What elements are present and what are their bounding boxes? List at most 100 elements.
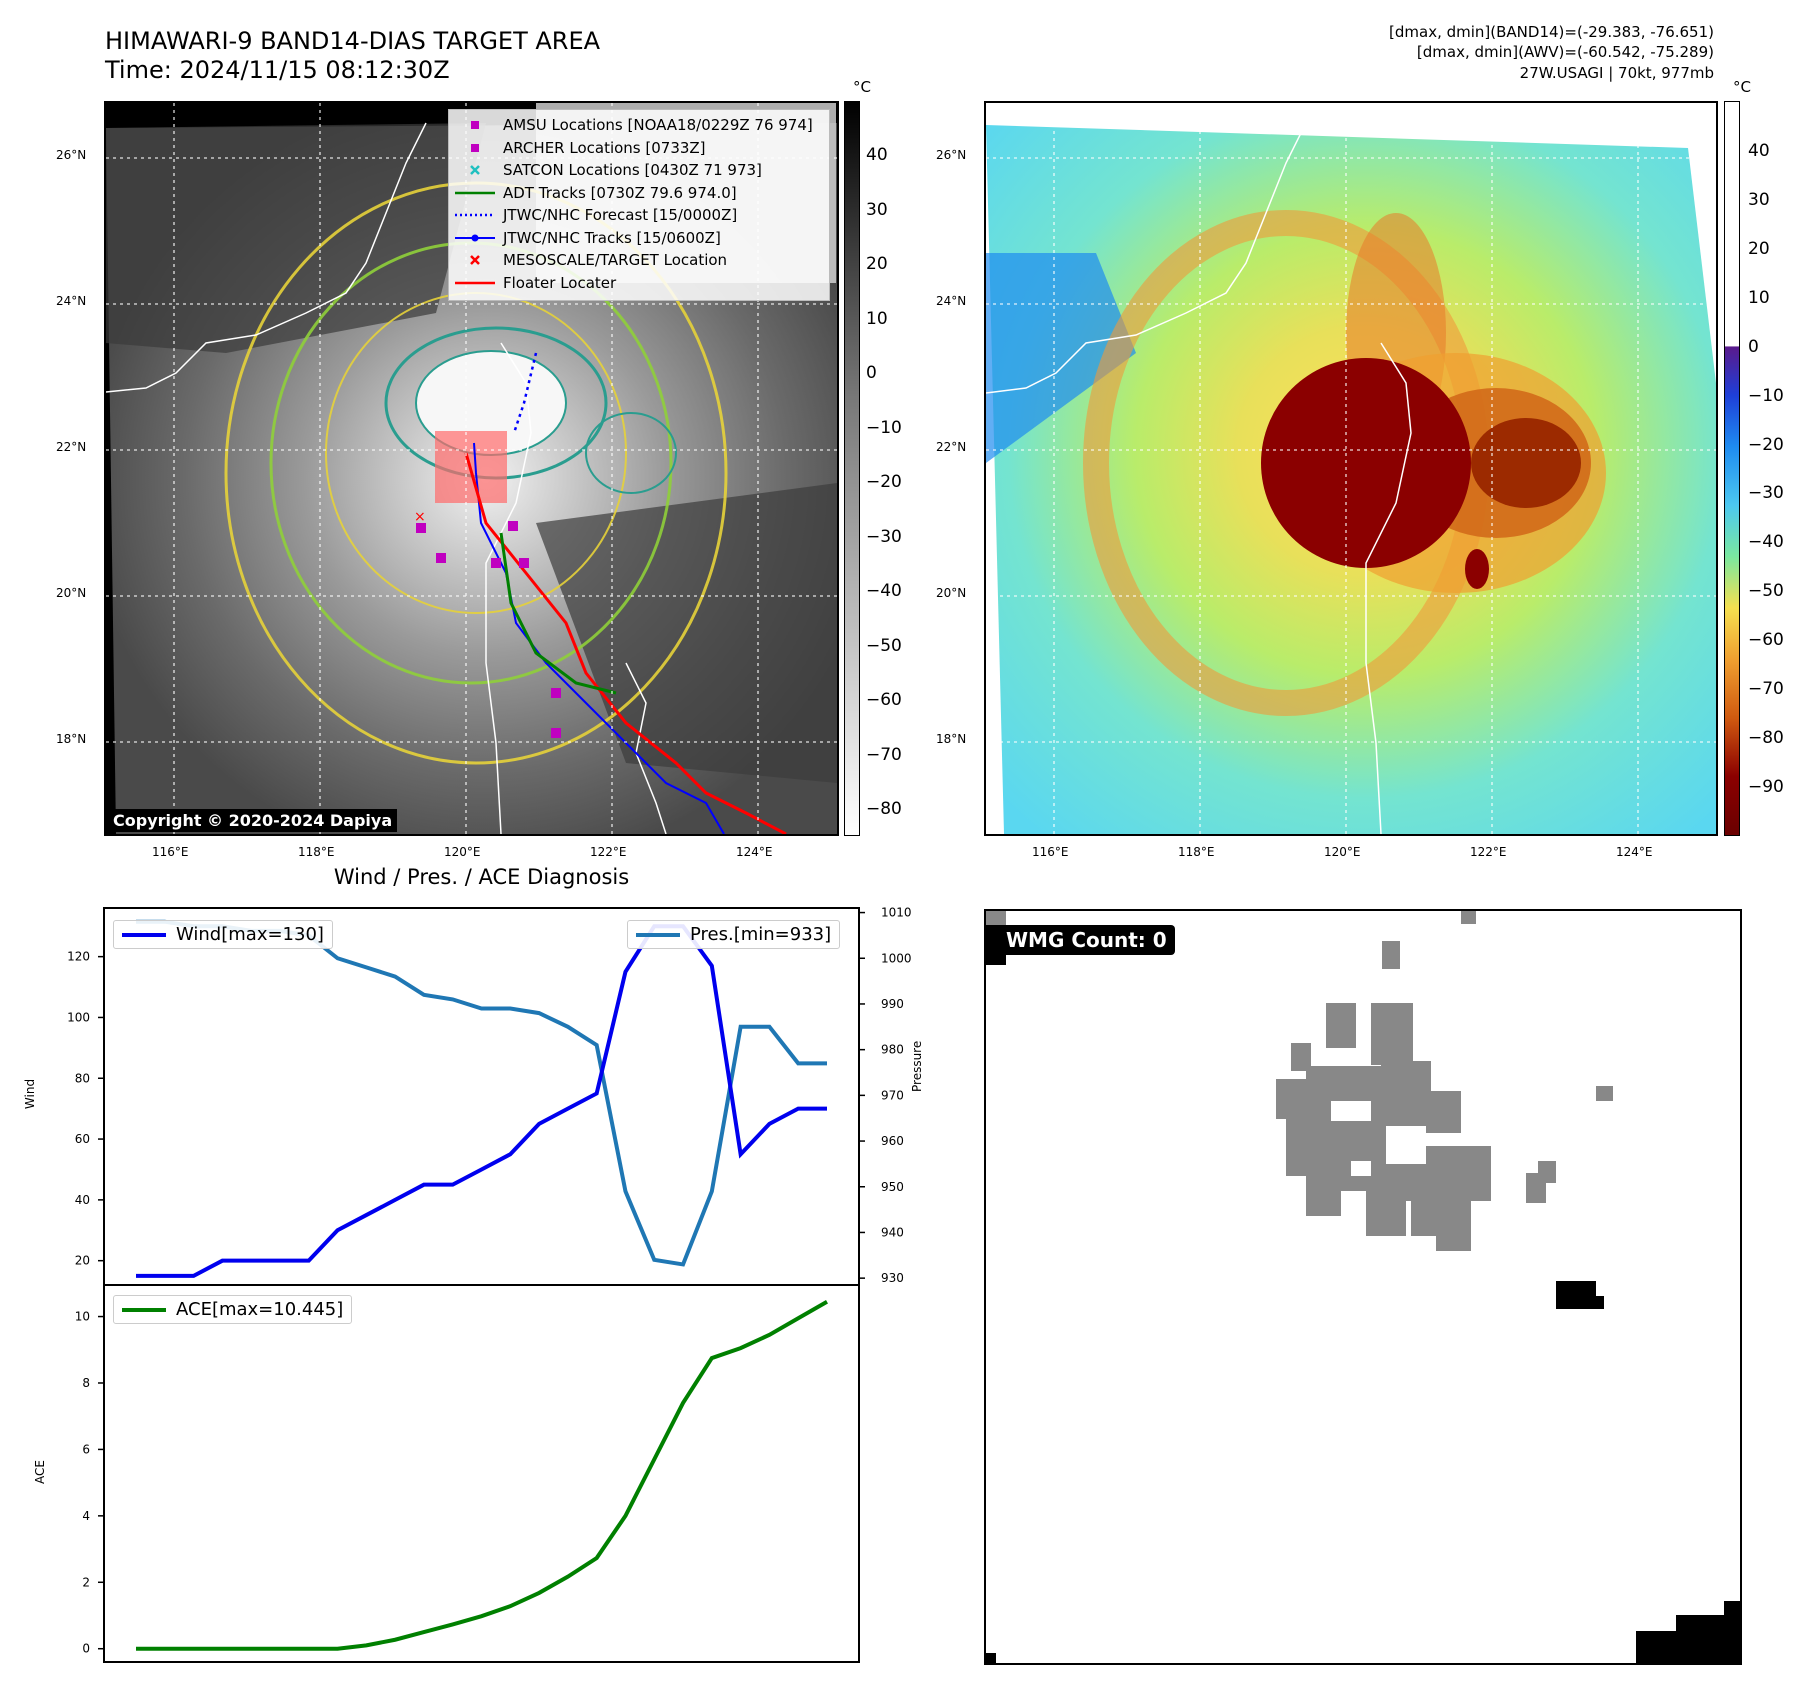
pressure-legend-label: Pres.[min=933] <box>690 924 832 945</box>
pressure-ytick-label: 980 <box>881 1043 904 1057</box>
awv-colorbar-tick: 20 <box>1748 238 1770 259</box>
awv-colorbar-tick: −80 <box>1748 728 1784 749</box>
info-band14: [dmax, dmin](BAND14)=(-29.383, -76.651) <box>1389 23 1714 41</box>
svg-text:×: × <box>414 509 426 525</box>
ir-colorbar-tick: 20 <box>866 254 888 274</box>
legend-symbol-icon <box>455 230 495 246</box>
wind-line <box>136 924 827 1278</box>
ace-ytick-label: 0 <box>82 1642 90 1656</box>
awv-colorbar-tick: −50 <box>1748 581 1784 602</box>
ir-legend-item: JTWC/NHC Forecast [15/0000Z] <box>455 204 823 227</box>
lon-tick-label: 124°E <box>736 845 773 859</box>
ace-axis-label: ACE <box>32 1460 47 1484</box>
wind-ytick-label: 100 <box>67 1010 90 1024</box>
legend-symbol-icon <box>455 140 495 156</box>
awv-colorbar <box>1724 101 1740 836</box>
wmg-panel: WMG Count: 0 <box>984 909 1742 1665</box>
lat-tick-label: 20°N <box>56 586 87 600</box>
lon-tick-label: 116°E <box>1032 845 1069 859</box>
wind-legend: Wind[max=130] <box>113 920 333 949</box>
ace-ytick-label: 2 <box>82 1575 90 1589</box>
wind-legend-label: Wind[max=130] <box>176 924 324 945</box>
wind-ytick-label: 60 <box>75 1132 90 1146</box>
legend-symbol-icon <box>455 117 495 133</box>
wind-pressure-axes-frame <box>103 907 860 1286</box>
ir-colorbar <box>844 101 860 836</box>
ir-legend-label: SATCON Locations [0430Z 71 973] <box>503 161 762 180</box>
wind-ytick-label: 120 <box>67 950 90 964</box>
ir-legend-label: ADT Tracks [0730Z 79.6 974.0] <box>503 183 737 202</box>
ir-legend-item: ADT Tracks [0730Z 79.6 974.0] <box>455 182 823 205</box>
ir-legend-item: SATCON Locations [0430Z 71 973] <box>455 159 823 182</box>
wind-ytick-label: 40 <box>75 1193 90 1207</box>
wmg-count-label: WMG Count: 0 <box>998 925 1175 955</box>
ir-legend-label: JTWC/NHC Forecast [15/0000Z] <box>503 206 738 225</box>
awv-colorbar-tick: −90 <box>1748 777 1784 797</box>
ir-legend-item: Floater Locater <box>455 272 823 295</box>
awv-colorbar-tick: 30 <box>1748 189 1770 210</box>
info-awv: [dmax, dmin](AWV)=(-60.542, -75.289) <box>1416 43 1714 61</box>
lon-tick-label: 118°E <box>298 845 335 859</box>
ir-legend-label: Floater Locater <box>503 273 617 292</box>
ir-colorbar-tick: −40 <box>866 581 902 601</box>
pressure-ytick-label: 930 <box>881 1271 904 1285</box>
ir-legend-label: AMSU Locations [NOAA18/0229Z 76 974] <box>503 116 813 135</box>
copyright-label: Copyright © 2020-2024 Dapiya <box>108 809 398 832</box>
awv-colorbar-tick: −60 <box>1748 630 1784 651</box>
awv-colorbar-tick: −20 <box>1748 434 1784 455</box>
ir-colorbar-tick: −60 <box>866 690 902 710</box>
legend-symbol-icon <box>455 252 495 268</box>
ace-legend: ACE[max=10.445] <box>113 1295 353 1324</box>
ir-colorbar-tick: 40 <box>866 145 888 165</box>
lat-tick-label: 26°N <box>56 148 87 162</box>
pressure-ytick-label: 960 <box>881 1134 904 1148</box>
legend-symbol-icon <box>455 185 495 201</box>
ir-legend-label: JTWC/NHC Tracks [15/0600Z] <box>503 228 721 247</box>
lon-tick-label: 124°E <box>1616 845 1653 859</box>
ir-colorbar-unit: °C <box>853 78 871 96</box>
pressure-ytick-label: 1000 <box>881 951 912 965</box>
pressure-ytick-label: 990 <box>881 997 904 1011</box>
ir-legend-item: JTWC/NHC Tracks [15/0600Z] <box>455 227 823 250</box>
ir-satellite-map: × AMSU Locations [NOAA18/0229Z 76 974] AR… <box>104 101 839 836</box>
legend-symbol-icon <box>455 207 495 223</box>
ir-legend-label: ARCHER Locations [0733Z] <box>503 138 706 157</box>
ace-axes-frame <box>103 1284 860 1663</box>
awv-colorbar-tick: −10 <box>1748 385 1784 406</box>
lat-tick-label: 24°N <box>56 294 87 308</box>
ir-colorbar-tick: −20 <box>866 472 902 492</box>
awv-colorbar-unit: °C <box>1733 78 1751 96</box>
chart-time: Time: 2024/11/15 08:12:30Z <box>105 56 450 84</box>
ir-legend: AMSU Locations [NOAA18/0229Z 76 974] ARCH… <box>448 109 830 301</box>
awv-colorbar-tick: −40 <box>1748 532 1784 553</box>
lat-tick-label: 26°N <box>936 148 967 162</box>
lat-tick-label: 22°N <box>936 440 967 454</box>
pressure-legend: Pres.[min=933] <box>627 920 841 949</box>
diagnosis-title: Wind / Pres. / ACE Diagnosis <box>333 865 630 889</box>
pressure-ytick-label: 970 <box>881 1088 904 1102</box>
ace-line <box>136 1300 828 1651</box>
chart-title: HIMAWARI-9 BAND14-DIAS TARGET AREA <box>105 27 601 55</box>
pressure-ytick-label: 940 <box>881 1225 904 1239</box>
lat-tick-label: 18°N <box>56 732 87 746</box>
awv-image <box>986 103 1716 834</box>
lat-tick-label: 24°N <box>936 294 967 308</box>
ir-colorbar-tick: −50 <box>866 635 902 656</box>
legend-symbol-icon <box>455 162 495 178</box>
awv-map <box>984 101 1718 836</box>
ace-ytick-label: 8 <box>82 1376 90 1390</box>
awv-colorbar-tick: 10 <box>1748 287 1770 308</box>
awv-colorbar-tick: 40 <box>1748 141 1770 161</box>
ir-legend-item: ARCHER Locations [0733Z] <box>455 137 823 160</box>
pressure-ytick-label: 1010 <box>881 906 912 920</box>
ir-colorbar-tick: −10 <box>866 417 902 438</box>
awv-colorbar-tick: −30 <box>1748 483 1784 504</box>
lon-tick-label: 120°E <box>444 845 481 859</box>
ir-colorbar-tick: −30 <box>866 526 902 547</box>
lon-tick-label: 116°E <box>152 845 189 859</box>
ace-ytick-label: 4 <box>82 1509 90 1523</box>
ir-colorbar-tick: 10 <box>866 308 888 329</box>
lat-tick-label: 22°N <box>56 440 87 454</box>
pressure-axis-label: Pressure <box>910 1040 924 1092</box>
ir-legend-item: MESOSCALE/TARGET Location <box>455 249 823 272</box>
